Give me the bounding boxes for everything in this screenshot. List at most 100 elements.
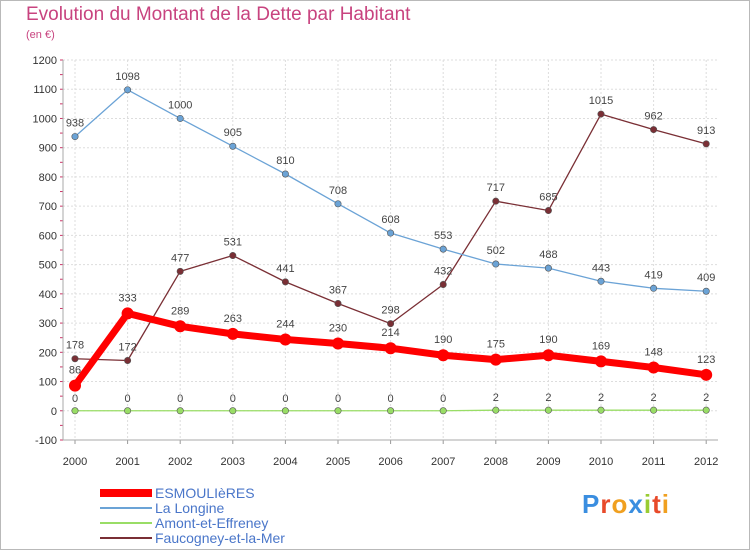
y-tick-label: -100 [35, 435, 57, 447]
data-label: 0 [177, 393, 183, 405]
x-tick-label: 2010 [589, 456, 613, 468]
data-point [387, 229, 395, 237]
data-label: 905 [224, 127, 242, 139]
chart-subtitle: (en €) [26, 29, 55, 41]
data-label: 962 [644, 111, 662, 123]
proxiti-logo: Proxiti [582, 489, 670, 520]
x-tick-label: 2008 [484, 456, 508, 468]
data-point [69, 379, 81, 392]
data-label: 2 [651, 392, 657, 404]
y-tick-label: 700 [39, 201, 57, 213]
data-point [702, 140, 710, 148]
data-point [71, 133, 79, 141]
data-point [439, 280, 447, 288]
legend-label: ESMOULIèRES [155, 485, 255, 501]
data-point [544, 207, 552, 215]
y-tick-label: 1200 [33, 55, 57, 67]
data-label: 0 [72, 393, 78, 405]
logo-letter: x [628, 489, 644, 519]
legend-swatch [100, 507, 152, 509]
data-point [597, 406, 605, 414]
data-label: 263 [224, 313, 242, 325]
data-point [492, 260, 500, 268]
y-tick-label: 1100 [33, 84, 57, 96]
data-label: 214 [381, 327, 399, 339]
data-label: 0 [282, 393, 288, 405]
data-point [650, 284, 658, 292]
data-point [279, 333, 292, 346]
legend-swatch [100, 489, 152, 497]
data-label: 488 [539, 249, 557, 261]
y-tick-label: 400 [39, 289, 57, 301]
x-tick-label: 2006 [378, 456, 402, 468]
data-label: 2 [493, 392, 499, 404]
x-tick-label: 2005 [326, 456, 350, 468]
data-point [71, 407, 79, 415]
legend-label: Amont-et-Effreney [155, 515, 269, 531]
data-label: 419 [644, 269, 662, 281]
data-label: 333 [118, 292, 136, 304]
data-label: 2 [598, 392, 604, 404]
data-point [334, 200, 342, 208]
data-label: 531 [224, 237, 242, 249]
data-label: 175 [487, 339, 505, 351]
data-label: 172 [118, 341, 136, 353]
legend: ESMOULIèRES La Longine Amont-et-Effreney Fa… [100, 485, 360, 546]
data-label: 190 [434, 334, 452, 346]
data-label: 169 [592, 340, 610, 352]
data-point [334, 407, 342, 415]
data-point [281, 278, 289, 286]
legend-item: Amont-et-Effreney [100, 515, 360, 531]
data-label: 1000 [168, 99, 192, 111]
y-tick-label: 0 [51, 406, 57, 418]
data-point [124, 86, 132, 94]
data-point [437, 349, 450, 362]
data-point [597, 277, 605, 285]
data-label: 608 [381, 214, 399, 226]
x-tick-label: 2004 [273, 456, 297, 468]
y-tick-label: 100 [39, 377, 57, 389]
chart-title: Evolution du Montant de la Dette par Hab… [26, 4, 411, 25]
y-tick-label: 200 [39, 347, 57, 359]
y-tick-label: 600 [39, 230, 57, 242]
logo-letter: r [600, 489, 612, 519]
data-point [647, 361, 660, 374]
y-tick-label: 800 [39, 172, 57, 184]
y-tick-label: 500 [39, 260, 57, 272]
data-label: 148 [644, 347, 662, 359]
data-label: 432 [434, 265, 452, 277]
data-point [489, 353, 502, 366]
data-point [492, 406, 500, 414]
data-point [226, 327, 239, 340]
data-point [597, 110, 605, 118]
data-label: 708 [329, 185, 347, 197]
data-label: 685 [539, 192, 557, 204]
data-point [71, 355, 79, 363]
x-tick-label: 2007 [431, 456, 455, 468]
data-label: 86 [69, 365, 81, 377]
legend-swatch [100, 522, 152, 524]
data-label: 0 [230, 393, 236, 405]
data-point [595, 355, 607, 368]
data-point [544, 406, 552, 414]
x-tick-label: 2000 [63, 456, 87, 468]
data-point [650, 406, 658, 414]
data-point [176, 407, 184, 415]
y-tick-label: 900 [39, 143, 57, 155]
data-label: 938 [66, 118, 84, 130]
data-point [702, 406, 710, 414]
data-label: 1015 [589, 95, 613, 107]
y-tick-label: 300 [39, 318, 57, 330]
y-tick-label: 1000 [33, 113, 57, 125]
data-point [176, 267, 184, 275]
data-label: 441 [276, 263, 294, 275]
data-point [176, 114, 184, 122]
legend-item: Faucogney-et-la-Mer [100, 530, 360, 546]
data-point [174, 320, 187, 333]
data-point [281, 170, 289, 178]
data-label: 717 [487, 182, 505, 194]
data-label: 443 [592, 262, 610, 274]
data-point [700, 368, 713, 381]
x-tick-label: 2001 [115, 456, 139, 468]
x-tick-label: 2003 [221, 456, 245, 468]
